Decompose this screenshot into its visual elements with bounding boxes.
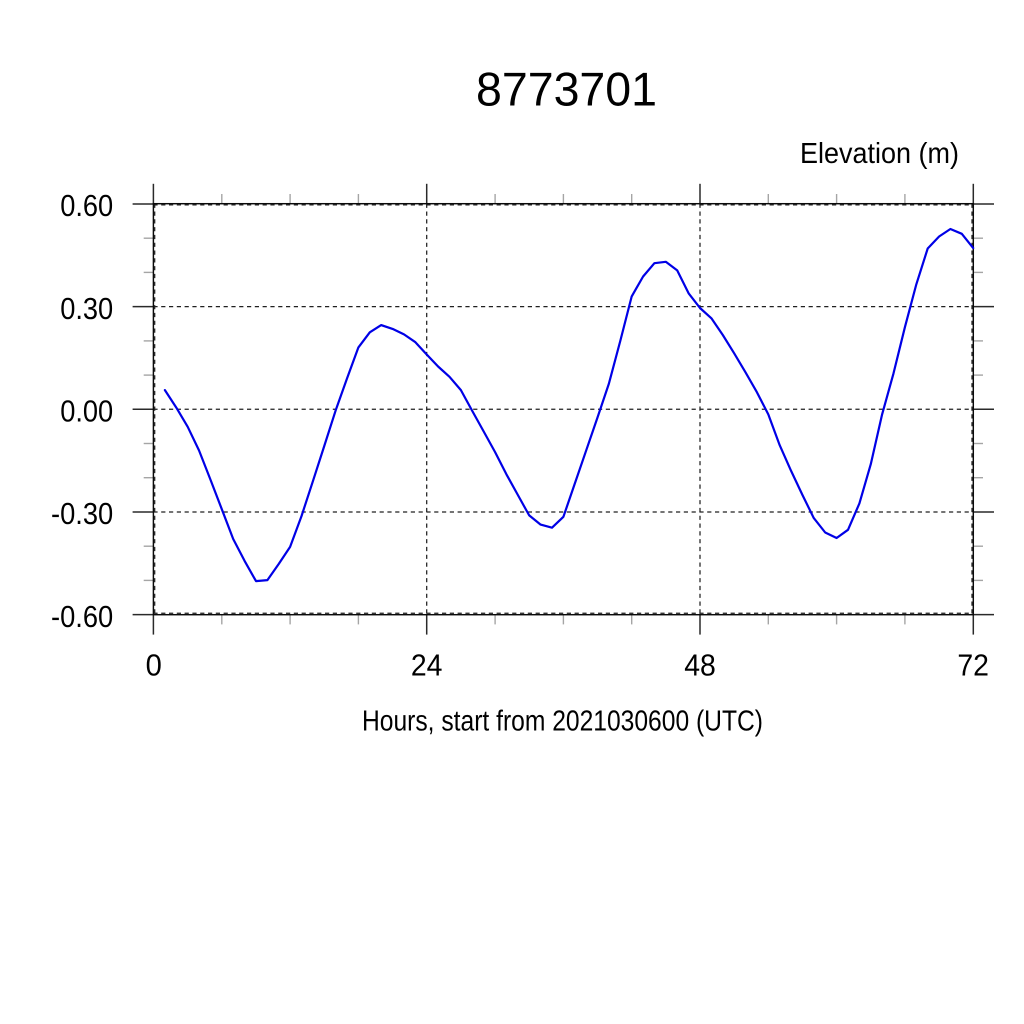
svg-text:72: 72 [957,649,989,683]
svg-text:0.60: 0.60 [60,189,113,223]
svg-text:-0.60: -0.60 [51,600,113,634]
svg-text:-0.30: -0.30 [51,497,113,531]
svg-text:48: 48 [684,649,716,683]
svg-text:8773701: 8773701 [476,63,657,116]
svg-text:0: 0 [146,649,162,683]
svg-text:0.00: 0.00 [60,395,113,429]
svg-text:Hours, start from 2021030600 (: Hours, start from 2021030600 (UTC) [362,706,763,738]
svg-text:24: 24 [411,649,443,683]
svg-text:0.30: 0.30 [60,292,113,326]
svg-text:Elevation (m): Elevation (m) [800,138,959,170]
